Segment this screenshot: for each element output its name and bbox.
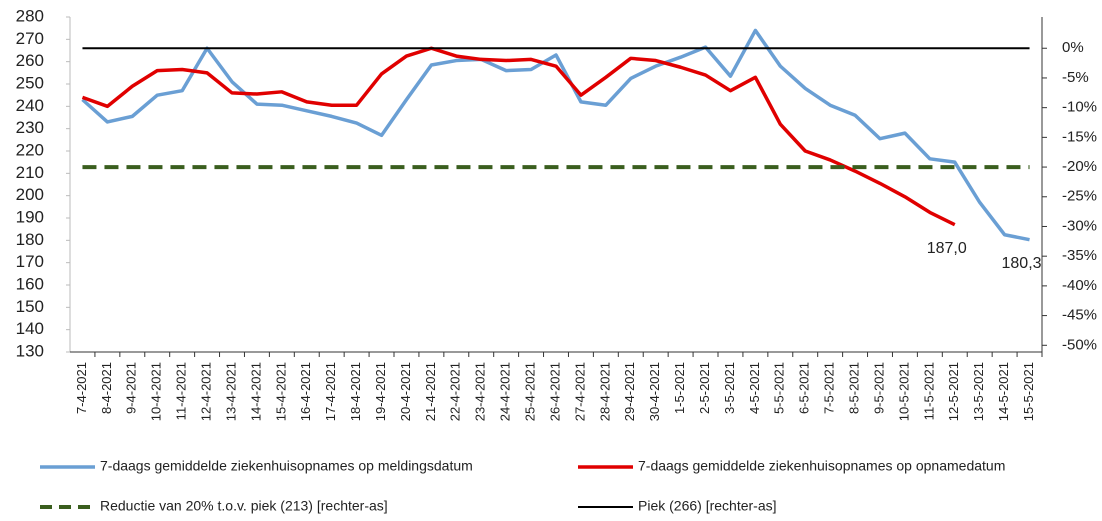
y-tick-label: 160 <box>16 274 44 293</box>
y-tick-label: 190 <box>16 207 44 226</box>
x-tick-label: 12-5-2021 <box>946 362 961 421</box>
x-tick-label: 10-5-2021 <box>896 362 911 421</box>
x-tick-label: 27-4-2021 <box>572 362 587 421</box>
data-label: 180,3 <box>1002 255 1042 272</box>
x-tick-label: 18-4-2021 <box>348 362 363 421</box>
x-tick-label: 6-5-2021 <box>797 362 812 414</box>
legend-label: 7-daags gemiddelde ziekenhuisopnames op … <box>100 458 473 474</box>
y2-tick-label: -25% <box>1062 188 1097 205</box>
x-tick-label: 8-4-2021 <box>99 362 114 414</box>
x-tick-label: 30-4-2021 <box>647 362 662 421</box>
y-tick-label: 200 <box>16 185 44 204</box>
y2-tick-label: -50% <box>1062 336 1097 353</box>
y-tick-label: 270 <box>16 29 44 48</box>
x-tick-label: 28-4-2021 <box>597 362 612 421</box>
y-tick-label: 260 <box>16 51 44 70</box>
y-tick-label: 250 <box>16 73 44 92</box>
x-tick-label: 14-4-2021 <box>248 362 263 421</box>
x-tick-label: 21-4-2021 <box>423 362 438 421</box>
data-label: 187,0 <box>927 240 967 257</box>
x-tick-label: 12-4-2021 <box>199 362 214 421</box>
x-tick-label: 5-5-2021 <box>772 362 787 414</box>
x-tick-label: 15-5-2021 <box>1021 362 1036 421</box>
y-tick-label: 140 <box>16 319 44 338</box>
x-tick-label: 10-4-2021 <box>149 362 164 421</box>
x-tick-label: 11-4-2021 <box>174 362 189 420</box>
x-tick-label: 17-4-2021 <box>323 362 338 421</box>
y2-tick-label: -45% <box>1062 307 1097 324</box>
y-tick-label: 130 <box>16 341 44 360</box>
y2-tick-label: -30% <box>1062 217 1097 234</box>
x-tick-label: 14-5-2021 <box>996 362 1011 421</box>
series-line <box>81 46 956 227</box>
legend-label: Piek (266) [rechter-as] <box>638 498 777 514</box>
series-line <box>81 28 1030 242</box>
y2-tick-label: -5% <box>1062 69 1089 86</box>
y-tick-label: 230 <box>16 118 44 137</box>
x-tick-label: 9-4-2021 <box>124 362 139 414</box>
x-tick-label: 7-5-2021 <box>822 362 837 414</box>
x-tick-label: 29-4-2021 <box>622 362 637 421</box>
x-tick-label: 25-4-2021 <box>523 362 538 421</box>
x-tick-label: 23-4-2021 <box>473 362 488 421</box>
y2-tick-label: -40% <box>1062 277 1097 294</box>
x-tick-label: 13-4-2021 <box>223 362 238 421</box>
x-tick-label: 13-5-2021 <box>971 362 986 421</box>
x-tick-label: 1-5-2021 <box>672 362 687 414</box>
y-tick-label: 180 <box>16 230 44 249</box>
legend-label: Reductie van 20% t.o.v. piek (213) [rech… <box>100 498 388 514</box>
x-tick-label: 20-4-2021 <box>398 362 413 421</box>
y2-tick-label: -20% <box>1062 158 1097 175</box>
x-tick-label: 2-5-2021 <box>697 362 712 414</box>
x-tick-label: 16-4-2021 <box>298 362 313 421</box>
x-tick-label: 3-5-2021 <box>722 362 737 414</box>
x-tick-label: 15-4-2021 <box>273 362 288 421</box>
y2-tick-label: -15% <box>1062 128 1097 145</box>
x-tick-label: 24-4-2021 <box>498 362 513 421</box>
x-tick-label: 8-5-2021 <box>847 362 862 414</box>
x-tick-label: 4-5-2021 <box>747 362 762 414</box>
y-tick-label: 240 <box>16 96 44 115</box>
y-tick-label: 210 <box>16 163 44 182</box>
y-tick-label: 170 <box>16 252 44 271</box>
y-tick-label: 150 <box>16 297 44 316</box>
y-tick-label: 220 <box>16 140 44 159</box>
legend-label: 7-daags gemiddelde ziekenhuisopnames op … <box>638 458 1005 474</box>
x-tick-label: 7-4-2021 <box>74 362 89 414</box>
x-tick-label: 11-5-2021 <box>921 362 936 420</box>
x-tick-label: 26-4-2021 <box>547 362 562 421</box>
x-tick-label: 22-4-2021 <box>448 362 463 421</box>
x-tick-label: 9-5-2021 <box>871 362 886 414</box>
x-tick-label: 19-4-2021 <box>373 362 388 421</box>
y2-tick-label: -35% <box>1062 247 1097 264</box>
y-tick-label: 280 <box>16 6 44 25</box>
y2-tick-label: 0% <box>1062 39 1084 56</box>
y2-tick-label: -10% <box>1062 99 1097 116</box>
